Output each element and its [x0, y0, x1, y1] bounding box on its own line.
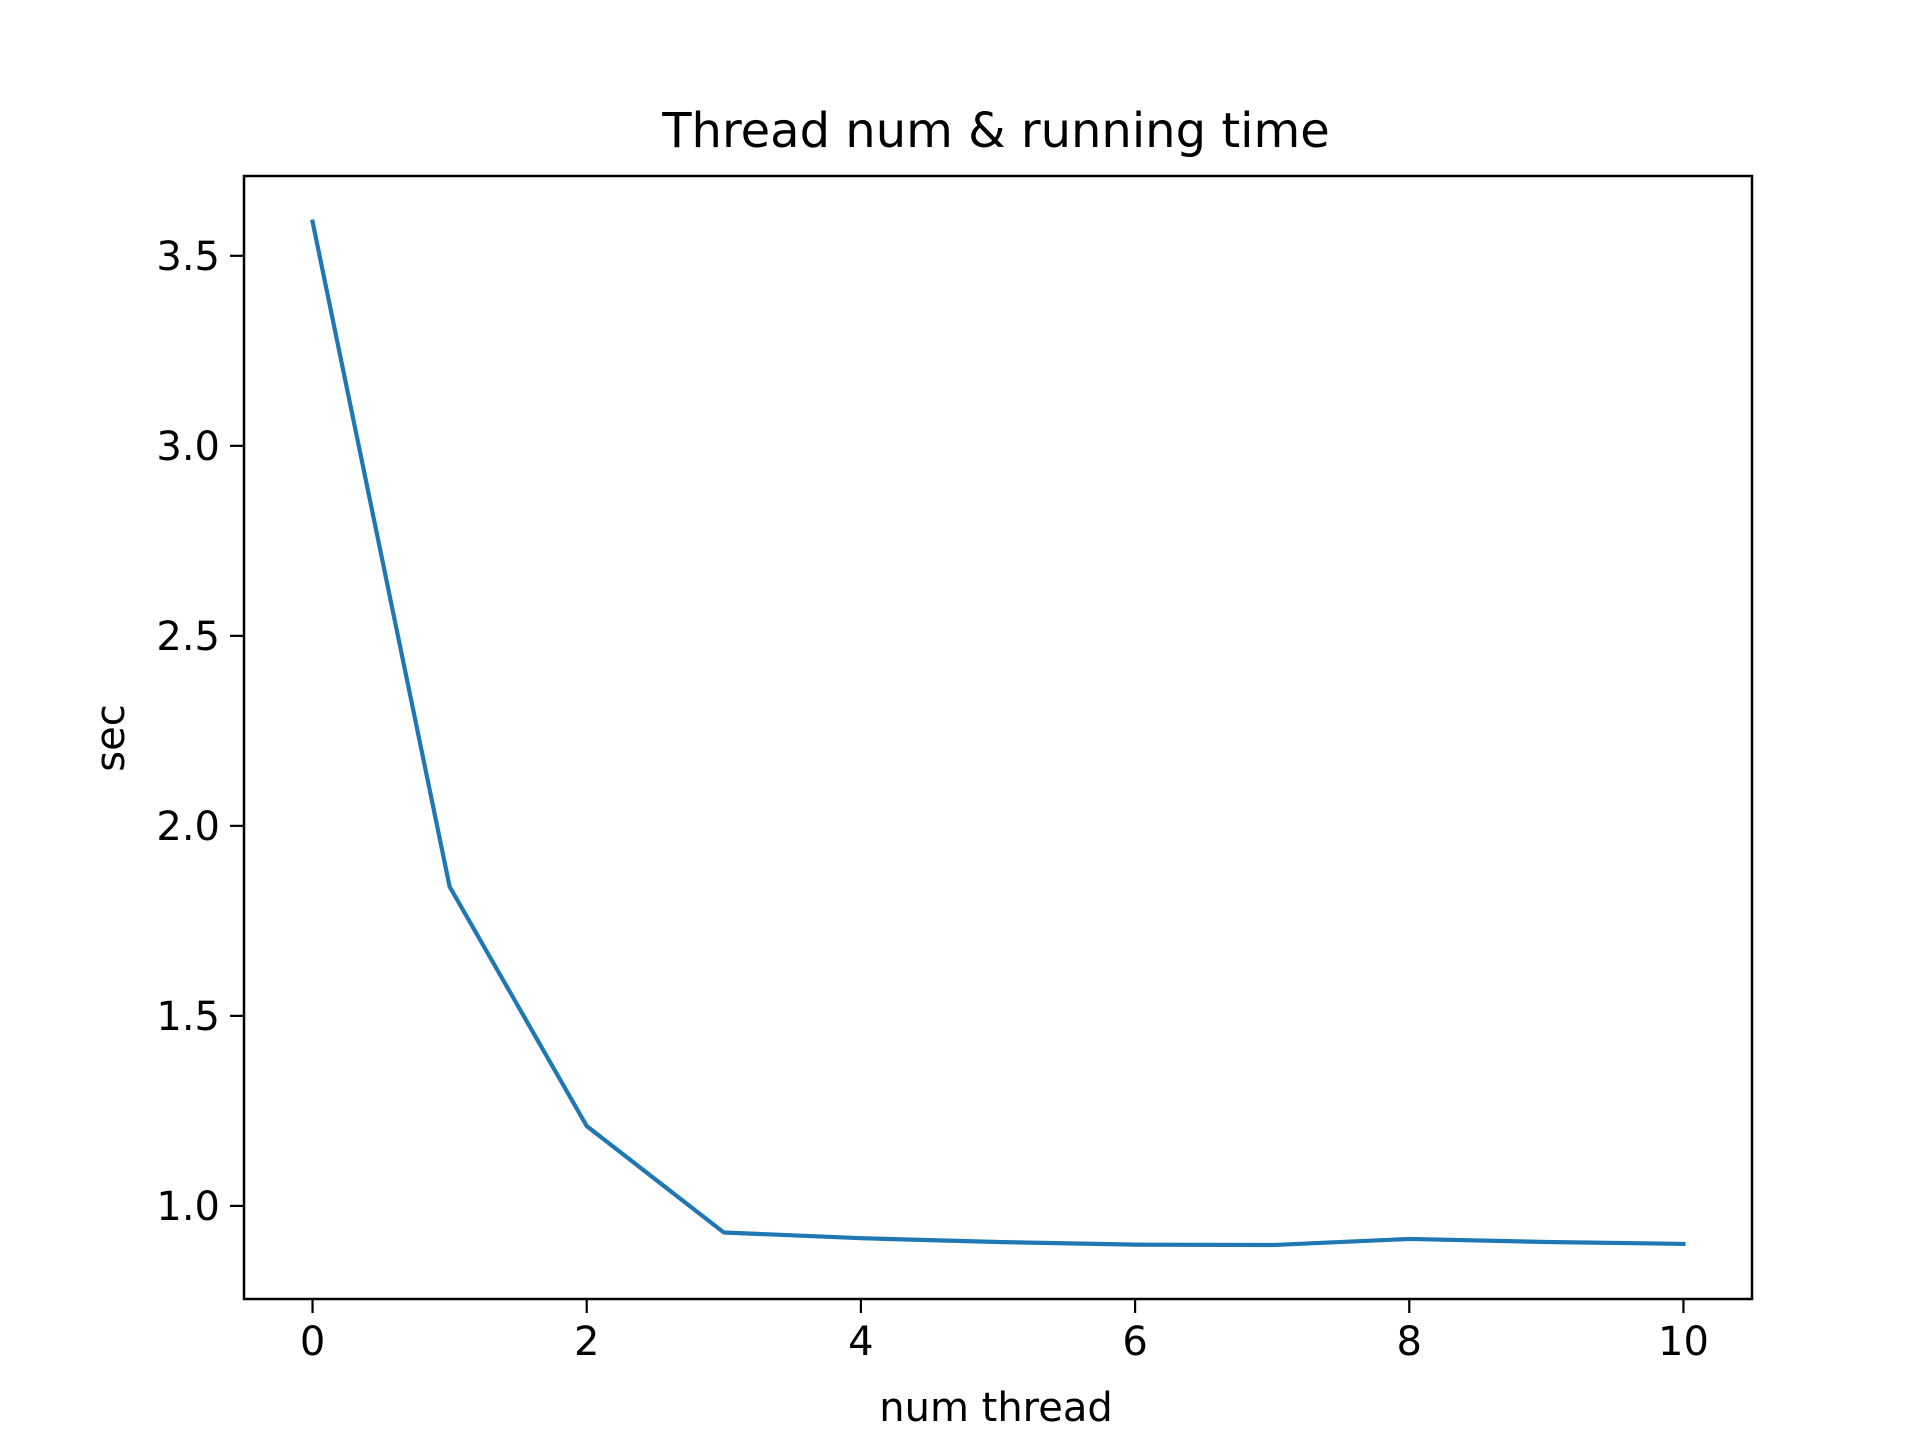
x-axis-label: num thread	[879, 1385, 1113, 1431]
x-tick-label: 10	[1658, 1319, 1709, 1365]
x-tick-label: 2	[574, 1319, 599, 1365]
x-axis-ticks: 0 2 4 6 8 10	[300, 1299, 1709, 1365]
y-axis-label: sec	[88, 704, 134, 771]
y-tick-label: 3.5	[156, 234, 220, 280]
x-tick-label: 4	[848, 1319, 873, 1365]
chart-title: Thread num & running time	[661, 103, 1330, 159]
y-axis-ticks: 1.0 1.5 2.0 2.5 3.0 3.5	[156, 234, 244, 1230]
y-tick-label: 3.0	[156, 424, 220, 470]
x-tick-label: 0	[300, 1319, 325, 1365]
series-line-0	[310, 219, 1686, 1248]
y-tick-label: 1.0	[156, 1184, 220, 1230]
y-tick-label: 1.5	[156, 994, 220, 1040]
x-tick-label: 6	[1122, 1319, 1147, 1365]
plot-frame	[242, 174, 1754, 1301]
y-tick-label: 2.5	[156, 614, 220, 660]
plot-area	[310, 219, 1686, 1248]
x-tick-label: 8	[1397, 1319, 1422, 1365]
y-tick-label: 2.0	[156, 804, 220, 850]
